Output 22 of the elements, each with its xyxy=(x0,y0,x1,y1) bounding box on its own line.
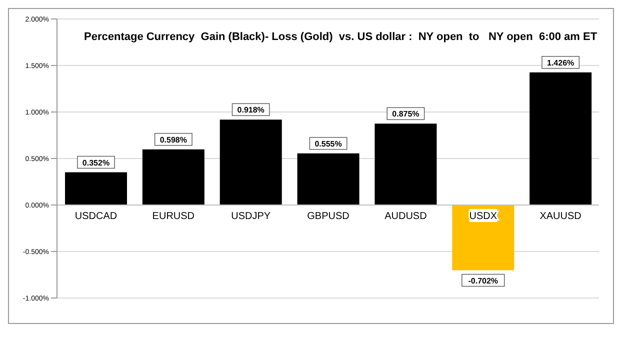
x-tick-label: XAUUSD xyxy=(540,211,582,222)
bar xyxy=(142,149,204,205)
bar xyxy=(65,172,127,205)
data-label: 0.598% xyxy=(160,135,187,144)
x-tick-label: EURUSD xyxy=(152,211,195,222)
data-label: 0.555% xyxy=(314,139,342,148)
data-label: 0.918% xyxy=(237,106,264,115)
bar xyxy=(297,153,360,205)
x-tick-label: USDJPY xyxy=(231,211,271,222)
x-tick-label: USDCAD xyxy=(74,211,118,222)
data-label: 0.875% xyxy=(392,110,420,119)
x-tick-label: USDX xyxy=(469,211,498,222)
bar xyxy=(530,72,592,205)
x-tick-label: GBPUSD xyxy=(307,211,350,222)
text: Percentage Currency Gain (Black)- Loss (Gold) vs. US dollar : NY open to NY open 6:00 am ET xyxy=(84,31,598,43)
data-label: 1.426% xyxy=(547,58,574,68)
data-label: -0.702% xyxy=(468,276,498,286)
bar xyxy=(374,124,437,205)
x-tick-label: AUDUSD xyxy=(384,211,427,222)
bar xyxy=(452,205,514,270)
data-label: 0.352% xyxy=(82,158,110,168)
bar xyxy=(220,120,282,205)
